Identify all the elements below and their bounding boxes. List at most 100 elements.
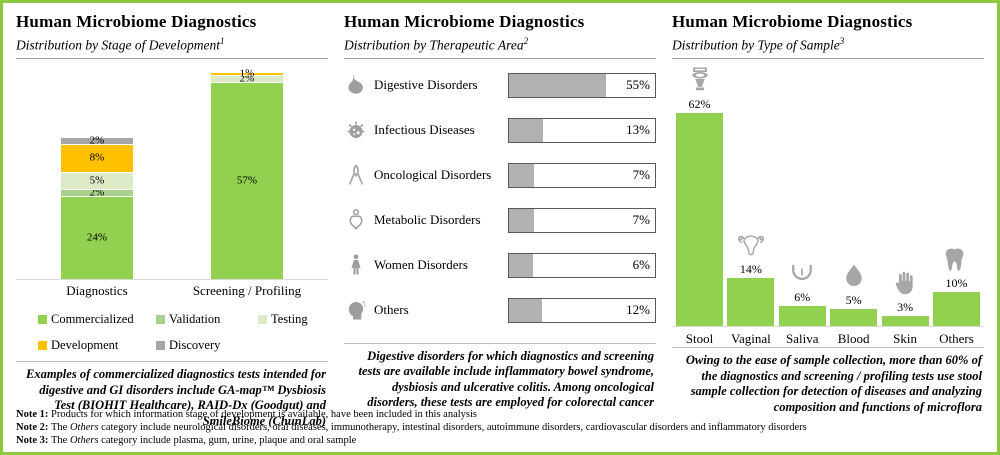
bar-segment-discovery: 2% (61, 134, 133, 147)
value-label: 6% (794, 289, 811, 304)
stage-chart-legend: Commercialized Validation Testing Developme… (38, 312, 328, 353)
panel-subtitle: Distribution by Therapeutic Area2 (344, 33, 656, 54)
value-bar-fill (509, 298, 542, 322)
segment-value-label: 2% (239, 72, 255, 85)
stacked-bar-column: 24% 2% 5% 8% 2% (61, 134, 133, 280)
note-reference: 3 (839, 36, 845, 46)
bar-segment-commercialized: 24% (61, 196, 133, 280)
segment-value-label: 8% (89, 151, 105, 164)
sample-bar (727, 278, 775, 327)
toilet-icon (685, 65, 715, 97)
therapeutic-area-label: Others (374, 302, 409, 317)
panel-subtitle: Distribution by Stage of Development1 (16, 33, 328, 54)
value-label: 10% (945, 275, 968, 290)
sample-chart-categories: Stool Vaginal Saliva Blood Skin Others (672, 327, 984, 347)
panel-subtitle: Distribution by Type of Sample3 (672, 33, 984, 54)
value-bar: 7% (508, 207, 656, 233)
legend-item-commercialized: Commercialized (38, 312, 156, 327)
stage-chart-plot: 24% 2% 5% 8% 2% 57% 2% 1% (16, 68, 328, 281)
note-text: The (51, 422, 70, 433)
bar-segment-commercialized: 57% (211, 82, 283, 280)
germ-icon (344, 118, 374, 142)
bar-segment-development: 8% (61, 144, 133, 173)
therapeutic-area-label: Metabolic Disorders (374, 212, 481, 227)
value-bar-fill (509, 163, 535, 187)
head-icon (344, 298, 374, 322)
category-label: Skin (893, 331, 917, 347)
value-bar: 13% (508, 117, 656, 143)
therapeutic-area-label: Women Disorders (374, 257, 468, 272)
page-title: Human Microbiome Diagnostics (16, 12, 257, 31)
legend-item-discovery: Discovery (156, 338, 258, 353)
segment-value-label: 2% (89, 134, 105, 147)
value-label: 55% (626, 77, 650, 92)
sample-bar-column: 62% (676, 65, 723, 327)
legend-label: Testing (271, 312, 308, 327)
stacked-bar: 24% 2% 5% 8% 2% (61, 134, 133, 280)
category-label: Saliva (786, 331, 819, 347)
sample-bar-column: 5% (830, 261, 878, 327)
category-label: Others (939, 331, 974, 347)
segment-value-label: 1% (239, 67, 255, 80)
subtitle-text: Distribution by Type of Sample (672, 37, 840, 53)
bar-segment-validation: 2% (61, 187, 133, 198)
stacked-bar-column: 57% 2% 1% (211, 68, 283, 280)
note-label: Note 1: (16, 409, 51, 420)
category-label: Stool (685, 331, 714, 347)
bar-segment-testing: 5% (61, 172, 133, 190)
value-bar-fill (509, 253, 533, 277)
value-label: 12% (626, 302, 650, 317)
sample-bar-column: 3% (881, 268, 929, 327)
sample-bar-column: 6% (778, 258, 826, 327)
note-reference: 2 (523, 36, 529, 46)
note-text: Others (69, 422, 99, 433)
panel-type-of-sample: Human Microbiome Diagnostics Distributio… (672, 11, 984, 414)
bar-segment-development: 1% (211, 68, 283, 79)
sample-bar (676, 112, 723, 327)
uterus-icon (736, 230, 766, 262)
divider (672, 57, 984, 59)
note-line: Note 3: The Others category include plas… (16, 434, 984, 447)
note-label: Note 2: (16, 422, 51, 433)
legend-item-validation: Validation (156, 312, 258, 327)
note-line: Note 2: The Others category include neur… (16, 421, 984, 434)
value-label: 62% (688, 96, 711, 111)
therapeutic-area-row: Women Disorders 6% (344, 252, 656, 278)
legend-label: Discovery (169, 338, 221, 353)
note-text: category include neurological disorders,… (98, 422, 807, 433)
legend-label: Validation (169, 312, 221, 327)
woman-icon (344, 253, 374, 277)
takeaway-therapeutic: Digestive disorders for which diagnostic… (344, 342, 656, 413)
therapeutic-area-row: Metabolic Disorders 7% (344, 207, 656, 233)
bar-segment-testing: 2% (211, 72, 283, 85)
note-reference: 1 (219, 36, 225, 46)
category-label: Screening / Profiling (192, 283, 302, 299)
page-title: Human Microbiome Diagnostics (672, 12, 913, 31)
segment-value-label: 5% (89, 174, 105, 187)
legend-swatch (38, 315, 47, 325)
category-label: Diagnostics (66, 283, 128, 299)
value-label: 14% (739, 262, 762, 277)
legend-label: Commercialized (51, 312, 134, 327)
note-text: Others (69, 435, 99, 446)
stomach-icon (344, 73, 374, 97)
tooth-icon (941, 244, 971, 276)
takeaway-sample: Owing to the ease of sample collection, … (672, 347, 984, 417)
note-line: Note 1: Products for which information s… (16, 408, 984, 421)
value-label: 13% (626, 122, 650, 137)
segment-value-label: 57% (236, 174, 258, 187)
note-text: Products for which information stage of … (51, 409, 478, 420)
legend-swatch (38, 341, 47, 351)
value-bar-fill (509, 73, 607, 97)
divider (344, 57, 656, 59)
panel-stage-of-development: Human Microbiome Diagnostics Distributio… (16, 11, 328, 428)
subtitle-text: Distribution by Therapeutic Area (344, 37, 524, 53)
category-label: Blood (837, 331, 870, 347)
segment-value-label: 24% (86, 231, 108, 244)
sample-bar (932, 291, 980, 327)
therapeutic-area-label: Infectious Diseases (374, 122, 475, 137)
panel-therapeutic-area: Human Microbiome Diagnostics Distributio… (344, 11, 656, 409)
value-bar: 55% (508, 72, 656, 98)
sample-bar (830, 309, 878, 327)
